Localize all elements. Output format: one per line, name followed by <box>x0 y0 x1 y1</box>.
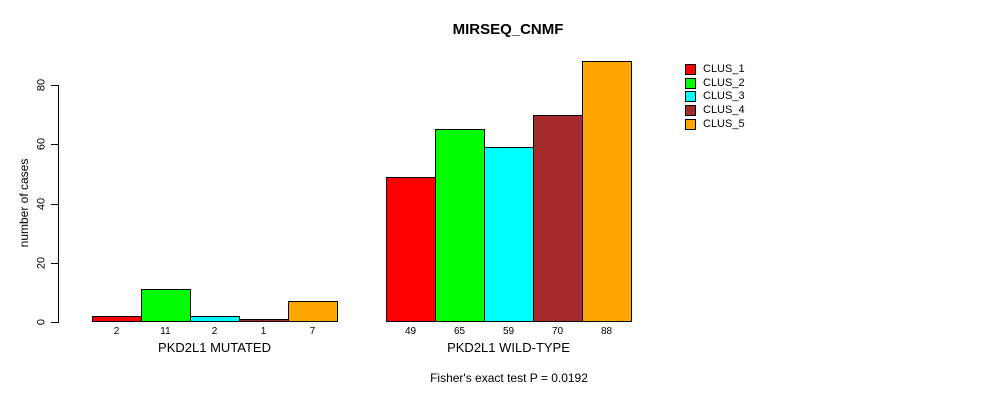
legend-label: CLUS_4 <box>703 104 745 117</box>
legend-item: CLUS_5 <box>685 117 745 130</box>
bar-CLUS_1 <box>92 316 142 322</box>
bar-CLUS_2 <box>435 129 485 322</box>
legend-item: CLUS_1 <box>685 64 745 75</box>
legend: CLUS_1 CLUS_2 CLUS_3 CLUS_4 CLUS_5 <box>685 64 745 132</box>
bar-value-label: 65 <box>453 326 466 337</box>
legend-label: CLUS_1 <box>703 63 745 75</box>
bar-value-label: 2 <box>211 326 218 337</box>
bar-value-label: 11 <box>160 326 171 337</box>
bar-CLUS_5 <box>288 301 338 322</box>
bar-CLUS_1 <box>386 177 436 322</box>
bar-value-label: 70 <box>551 326 564 337</box>
bar-CLUS_4 <box>239 319 289 322</box>
y-tick-label: 60 <box>35 137 48 151</box>
y-tick <box>51 322 58 323</box>
chart-title: MIRSEQ_CNMF <box>452 21 564 38</box>
annotation-text: Fisher's exact test P = 0.0192 <box>430 371 588 385</box>
legend-label: CLUS_5 <box>703 117 745 130</box>
y-tick-label: 80 <box>35 78 48 92</box>
legend-swatch-CLUS_2 <box>685 77 696 89</box>
legend-swatch-CLUS_4 <box>685 105 696 117</box>
bar-CLUS_4 <box>533 115 583 322</box>
bar-value-label: 7 <box>309 326 316 337</box>
bar-CLUS_2 <box>141 289 191 322</box>
bar-value-label: 49 <box>404 326 417 337</box>
group-label: PKD2L1 WILD-TYPE <box>447 340 570 355</box>
legend-swatch-CLUS_5 <box>685 118 696 130</box>
bar-value-label: 1 <box>260 326 267 337</box>
y-tick <box>51 85 58 86</box>
y-tick-label: 40 <box>35 197 48 211</box>
y-tick <box>51 263 58 264</box>
legend-swatch-CLUS_3 <box>685 91 696 103</box>
legend-item: CLUS_3 <box>685 90 745 103</box>
legend-label: CLUS_3 <box>703 90 745 103</box>
bar-CLUS_5 <box>582 61 632 322</box>
legend-item: CLUS_4 <box>685 104 745 117</box>
bar-value-label: 59 <box>502 326 515 337</box>
bar-value-label: 88 <box>600 326 613 337</box>
y-tick <box>51 144 58 145</box>
bar-CLUS_3 <box>484 147 534 322</box>
y-tick-label: 20 <box>35 256 48 270</box>
bar-value-label: 2 <box>113 326 120 337</box>
y-tick-label: 0 <box>35 318 48 326</box>
legend-swatch-CLUS_1 <box>685 64 696 75</box>
y-tick <box>51 204 58 205</box>
legend-label: CLUS_2 <box>703 76 745 89</box>
bar-CLUS_3 <box>190 316 240 322</box>
y-axis-line <box>58 85 59 323</box>
legend-item: CLUS_2 <box>685 76 745 89</box>
group-label: PKD2L1 MUTATED <box>158 340 271 355</box>
